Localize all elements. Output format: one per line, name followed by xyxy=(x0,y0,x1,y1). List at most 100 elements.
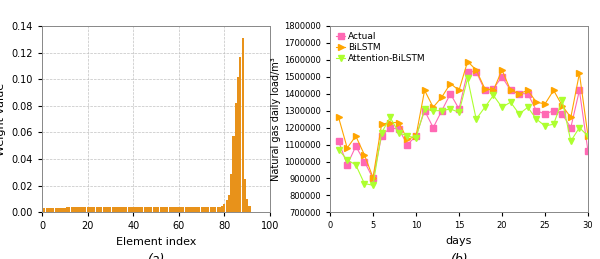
Bar xyxy=(198,207,200,212)
BiLSTM xyxy=(481,87,488,90)
Bar xyxy=(226,200,228,212)
Actual xyxy=(438,109,445,112)
Line: BiLSTM: BiLSTM xyxy=(336,59,591,181)
Bar xyxy=(132,207,134,212)
Bar xyxy=(121,207,123,212)
Actual xyxy=(473,70,480,73)
Legend: Actual, BiLSTM, Attention-BiLSTM: Actual, BiLSTM, Attention-BiLSTM xyxy=(335,30,427,65)
Actual xyxy=(533,109,540,112)
BiLSTM xyxy=(533,101,540,104)
Bar xyxy=(46,208,47,212)
Bar xyxy=(125,207,127,212)
BiLSTM xyxy=(361,153,368,156)
Bar xyxy=(112,207,114,212)
Attention-BiLSTM xyxy=(352,163,359,167)
Bar xyxy=(134,207,137,212)
Bar xyxy=(77,207,80,212)
Bar xyxy=(118,207,121,212)
BiLSTM xyxy=(559,104,566,107)
Bar xyxy=(151,207,152,212)
Bar xyxy=(214,207,217,212)
Bar xyxy=(189,207,191,212)
Attention-BiLSTM xyxy=(584,134,592,138)
Bar xyxy=(208,207,209,212)
Bar xyxy=(107,207,109,212)
Bar xyxy=(173,207,175,212)
Actual xyxy=(515,92,523,95)
BiLSTM xyxy=(404,138,411,141)
Actual xyxy=(559,112,566,116)
Bar xyxy=(94,207,95,212)
Bar xyxy=(209,207,212,212)
BiLSTM xyxy=(412,134,419,138)
Attention-BiLSTM xyxy=(447,107,454,111)
Bar xyxy=(130,207,132,212)
Actual xyxy=(584,150,592,153)
Actual xyxy=(447,92,454,95)
BiLSTM xyxy=(395,121,403,124)
Bar xyxy=(123,207,125,212)
Bar xyxy=(180,207,182,212)
Actual xyxy=(335,140,342,143)
BiLSTM xyxy=(344,146,351,149)
Actual xyxy=(550,109,557,112)
Actual xyxy=(361,160,368,163)
Attention-BiLSTM xyxy=(421,107,428,111)
BiLSTM xyxy=(370,176,377,179)
BiLSTM xyxy=(430,106,437,109)
Bar xyxy=(191,207,194,212)
Attention-BiLSTM xyxy=(335,148,342,151)
Bar xyxy=(109,207,112,212)
Bar xyxy=(148,207,150,212)
Bar xyxy=(171,207,173,212)
Attention-BiLSTM xyxy=(378,131,385,134)
Bar xyxy=(237,76,239,212)
Bar xyxy=(175,207,178,212)
X-axis label: days: days xyxy=(446,236,472,246)
Actual xyxy=(352,145,359,148)
Bar xyxy=(48,208,50,212)
Attention-BiLSTM xyxy=(507,101,514,104)
Attention-BiLSTM xyxy=(473,118,480,121)
Actual xyxy=(378,134,385,138)
BiLSTM xyxy=(378,123,385,126)
Attention-BiLSTM xyxy=(481,106,488,109)
Actual xyxy=(524,92,532,95)
Bar xyxy=(200,207,203,212)
Bar xyxy=(84,207,86,212)
Actual xyxy=(421,109,428,112)
Bar xyxy=(66,207,68,212)
Bar xyxy=(75,207,77,212)
Actual xyxy=(464,70,471,73)
Bar xyxy=(235,103,237,212)
Attention-BiLSTM xyxy=(344,158,351,161)
Bar xyxy=(187,207,189,212)
Bar xyxy=(50,208,52,212)
Attention-BiLSTM xyxy=(404,134,411,138)
Line: Attention-BiLSTM: Attention-BiLSTM xyxy=(336,76,591,188)
Bar xyxy=(116,207,118,212)
Bar xyxy=(43,208,46,212)
Bar xyxy=(55,208,57,212)
Actual xyxy=(490,87,497,90)
Attention-BiLSTM xyxy=(559,99,566,102)
Y-axis label: Natural gas daily load/m³: Natural gas daily load/m³ xyxy=(271,57,281,181)
Actual xyxy=(499,75,506,78)
Bar xyxy=(64,208,66,212)
Attention-BiLSTM xyxy=(541,124,548,127)
X-axis label: Element index: Element index xyxy=(116,237,196,247)
Attention-BiLSTM xyxy=(370,184,377,187)
Bar xyxy=(139,207,141,212)
Bar xyxy=(105,207,107,212)
Actual xyxy=(430,126,437,129)
Attention-BiLSTM xyxy=(499,106,506,109)
Bar xyxy=(242,38,244,212)
Bar xyxy=(80,207,82,212)
Attention-BiLSTM xyxy=(464,77,471,80)
Bar xyxy=(194,207,196,212)
Actual xyxy=(404,143,411,146)
Actual xyxy=(567,126,574,129)
Bar xyxy=(82,207,84,212)
Bar xyxy=(219,207,221,212)
Attention-BiLSTM xyxy=(438,109,445,112)
